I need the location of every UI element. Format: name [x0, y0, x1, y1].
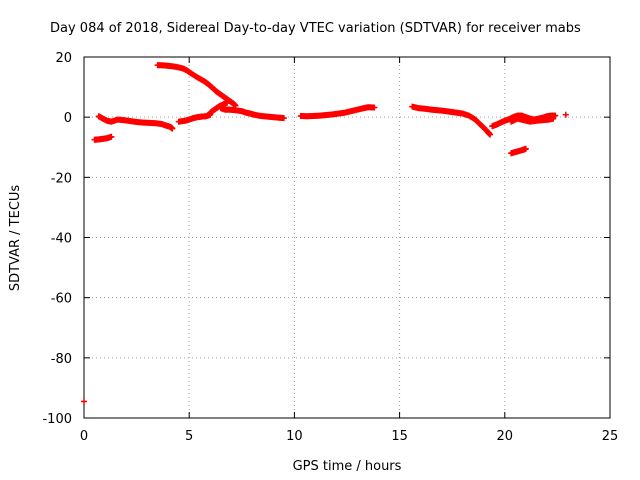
- y-tick-label: -80: [51, 352, 72, 367]
- y-tick-label: 20: [55, 51, 72, 66]
- y-tick-label: -20: [51, 171, 72, 186]
- y-tick-label: 0: [64, 111, 72, 126]
- axis-ticks: 0 5 10 15 20 25 -100 -80 -60 -40 -20 0 20: [42, 51, 618, 444]
- data-point: [371, 104, 378, 111]
- data-point: [280, 115, 287, 122]
- data-point: [224, 99, 231, 106]
- data-point: [487, 131, 494, 138]
- x-tick-label: 25: [602, 429, 619, 444]
- y-axis-label: SDTVAR / TECUs: [8, 185, 23, 292]
- data-point: [552, 112, 559, 119]
- x-tick-label: 0: [80, 429, 88, 444]
- data-points: [81, 62, 569, 405]
- plot-frame: [83, 56, 611, 419]
- gridlines: [84, 57, 610, 418]
- data-point: [169, 125, 176, 132]
- x-tick-label: 20: [497, 429, 514, 444]
- y-tick-label: -40: [51, 232, 72, 247]
- data-point: [562, 111, 569, 118]
- data-point: [550, 115, 557, 122]
- data-point: [81, 398, 87, 405]
- x-axis-label: GPS time / hours: [293, 459, 402, 474]
- data-point: [108, 133, 115, 140]
- x-tick-label: 15: [391, 429, 408, 444]
- x-tick-label: 5: [185, 429, 193, 444]
- y-tick-label: -100: [42, 412, 72, 427]
- data-point: [522, 145, 529, 152]
- y-tick-label: -60: [51, 292, 72, 307]
- chart-title: Day 084 of 2018, Sidereal Day-to-day VTE…: [50, 21, 581, 36]
- x-tick-label: 10: [286, 429, 303, 444]
